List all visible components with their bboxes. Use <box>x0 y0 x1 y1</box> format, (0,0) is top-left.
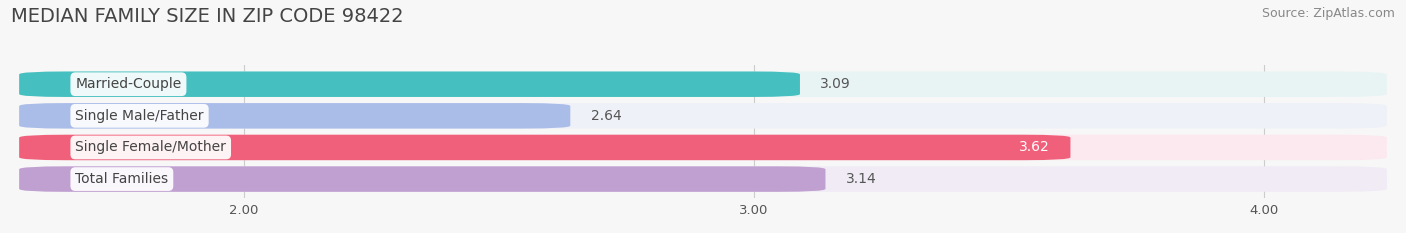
FancyBboxPatch shape <box>20 103 571 129</box>
Text: Source: ZipAtlas.com: Source: ZipAtlas.com <box>1261 7 1395 20</box>
FancyBboxPatch shape <box>20 72 800 97</box>
FancyBboxPatch shape <box>20 135 1070 160</box>
Text: Single Female/Mother: Single Female/Mother <box>76 140 226 154</box>
FancyBboxPatch shape <box>20 72 1386 97</box>
Text: 3.14: 3.14 <box>846 172 877 186</box>
Text: 3.09: 3.09 <box>820 77 851 91</box>
Text: MEDIAN FAMILY SIZE IN ZIP CODE 98422: MEDIAN FAMILY SIZE IN ZIP CODE 98422 <box>11 7 404 26</box>
FancyBboxPatch shape <box>20 135 1386 160</box>
Text: Single Male/Father: Single Male/Father <box>76 109 204 123</box>
FancyBboxPatch shape <box>20 166 1386 192</box>
Text: 3.62: 3.62 <box>1019 140 1050 154</box>
Text: Total Families: Total Families <box>76 172 169 186</box>
Text: Married-Couple: Married-Couple <box>76 77 181 91</box>
Text: 2.64: 2.64 <box>591 109 621 123</box>
FancyBboxPatch shape <box>20 166 825 192</box>
FancyBboxPatch shape <box>20 103 1386 129</box>
